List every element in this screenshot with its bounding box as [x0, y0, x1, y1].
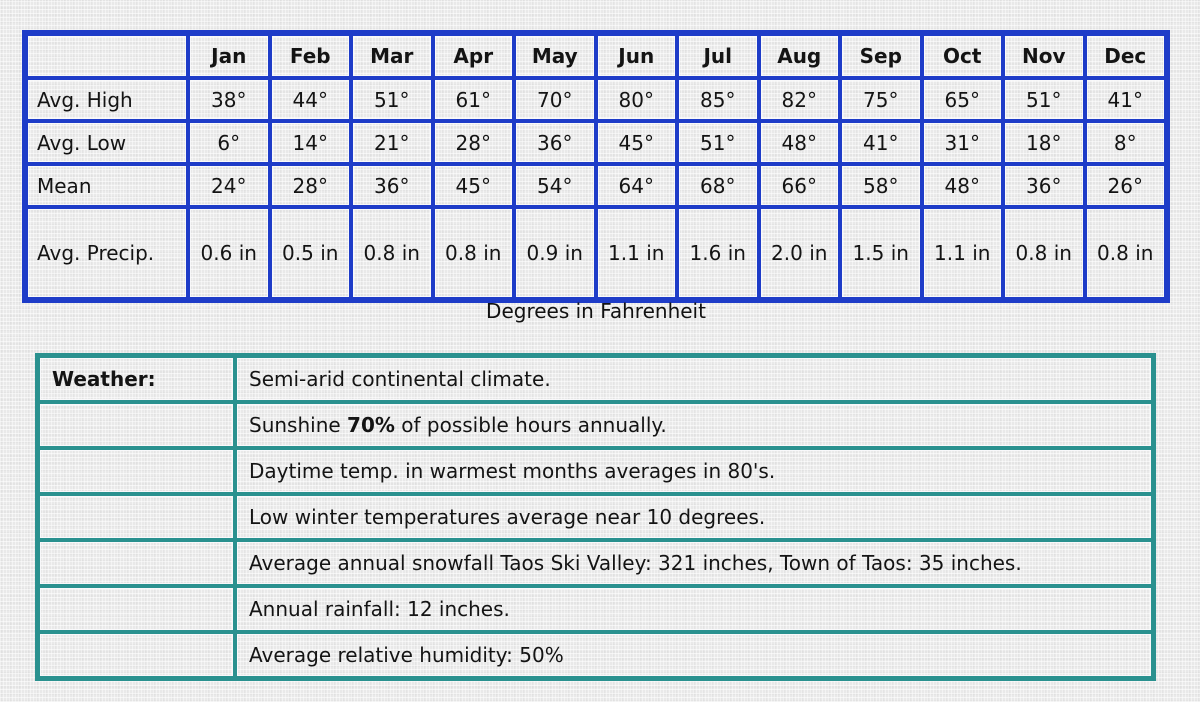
month-header: Feb	[269, 34, 351, 78]
data-cell: 51°	[1003, 78, 1085, 121]
data-cell: 51°	[677, 121, 759, 164]
data-cell: 36°	[514, 121, 596, 164]
fact-text: of possible hours annually.	[394, 413, 667, 437]
weather-table-container: Weather: Semi-arid continental climate. …	[35, 353, 1156, 681]
data-cell: 70°	[514, 78, 596, 121]
data-cell: 0.8 in	[1003, 207, 1085, 299]
data-cell: 82°	[758, 78, 840, 121]
weather-row: Daytime temp. in warmest months averages…	[38, 448, 1153, 494]
data-cell: 36°	[1003, 164, 1085, 207]
data-cell: 41°	[840, 121, 922, 164]
data-cell: 61°	[432, 78, 514, 121]
weather-fact: Daytime temp. in warmest months averages…	[235, 448, 1153, 494]
data-cell: 36°	[351, 164, 433, 207]
weather-label-empty	[38, 402, 235, 448]
data-cell: 65°	[921, 78, 1003, 121]
weather-label-empty	[38, 632, 235, 678]
row-label: Avg. Precip.	[26, 207, 188, 299]
weather-row: Average annual snowfall Taos Ski Valley:…	[38, 540, 1153, 586]
weather-fact: Sunshine 70% of possible hours annually.	[235, 402, 1153, 448]
data-cell: 28°	[432, 121, 514, 164]
data-cell: 1.5 in	[840, 207, 922, 299]
table-caption: Degrees in Fahrenheit	[486, 299, 706, 323]
month-header: Dec	[1084, 34, 1166, 78]
data-cell: 18°	[1003, 121, 1085, 164]
data-cell: 48°	[758, 121, 840, 164]
data-cell: 0.5 in	[269, 207, 351, 299]
weather-table: Weather: Semi-arid continental climate. …	[35, 353, 1156, 681]
weather-fact: Annual rainfall: 12 inches.	[235, 586, 1153, 632]
month-header: Nov	[1003, 34, 1085, 78]
data-cell: 41°	[1084, 78, 1166, 121]
data-cell: 0.8 in	[1084, 207, 1166, 299]
data-cell: 6°	[188, 121, 270, 164]
row-label: Mean	[26, 164, 188, 207]
climate-table-container: Jan Feb Mar Apr May Jun Jul Aug Sep Oct …	[22, 30, 1170, 303]
weather-fact: Semi-arid continental climate.	[235, 356, 1153, 402]
data-cell: 38°	[188, 78, 270, 121]
data-cell: 80°	[595, 78, 677, 121]
fact-bold-value: 70%	[347, 413, 395, 437]
data-cell: 68°	[677, 164, 759, 207]
weather-label-empty	[38, 448, 235, 494]
data-cell: 75°	[840, 78, 922, 121]
data-cell: 45°	[432, 164, 514, 207]
month-header: Apr	[432, 34, 514, 78]
data-cell: 0.8 in	[351, 207, 433, 299]
climate-table: Jan Feb Mar Apr May Jun Jul Aug Sep Oct …	[22, 30, 1170, 303]
data-cell: 31°	[921, 121, 1003, 164]
data-cell: 26°	[1084, 164, 1166, 207]
data-cell: 48°	[921, 164, 1003, 207]
data-cell: 51°	[351, 78, 433, 121]
data-cell: 1.1 in	[921, 207, 1003, 299]
month-header: Oct	[921, 34, 1003, 78]
weather-row: Average relative humidity: 50%	[38, 632, 1153, 678]
data-cell: 0.8 in	[432, 207, 514, 299]
data-cell: 8°	[1084, 121, 1166, 164]
data-cell: 54°	[514, 164, 596, 207]
climate-header-row: Jan Feb Mar Apr May Jun Jul Aug Sep Oct …	[26, 34, 1166, 78]
month-header: Jan	[188, 34, 270, 78]
data-cell: 1.6 in	[677, 207, 759, 299]
weather-label: Weather:	[38, 356, 235, 402]
data-cell: 66°	[758, 164, 840, 207]
weather-fact: Low winter temperatures average near 10 …	[235, 494, 1153, 540]
weather-row: Low winter temperatures average near 10 …	[38, 494, 1153, 540]
row-label: Avg. High	[26, 78, 188, 121]
weather-row: Sunshine 70% of possible hours annually.	[38, 402, 1153, 448]
data-cell: 28°	[269, 164, 351, 207]
data-cell: 58°	[840, 164, 922, 207]
data-cell: 0.9 in	[514, 207, 596, 299]
data-cell: 64°	[595, 164, 677, 207]
data-cell: 85°	[677, 78, 759, 121]
weather-label-empty	[38, 494, 235, 540]
data-cell: 14°	[269, 121, 351, 164]
month-header: Aug	[758, 34, 840, 78]
month-header: May	[514, 34, 596, 78]
weather-row: Weather: Semi-arid continental climate.	[38, 356, 1153, 402]
data-cell: 2.0 in	[758, 207, 840, 299]
corner-cell	[26, 34, 188, 78]
weather-fact: Average relative humidity: 50%	[235, 632, 1153, 678]
weather-fact: Average annual snowfall Taos Ski Valley:…	[235, 540, 1153, 586]
month-header: Jun	[595, 34, 677, 78]
data-cell: 21°	[351, 121, 433, 164]
month-header: Sep	[840, 34, 922, 78]
month-header: Mar	[351, 34, 433, 78]
data-cell: 0.6 in	[188, 207, 270, 299]
data-cell: 1.1 in	[595, 207, 677, 299]
weather-row: Annual rainfall: 12 inches.	[38, 586, 1153, 632]
data-cell: 44°	[269, 78, 351, 121]
row-label: Avg. Low	[26, 121, 188, 164]
avg-precip-row: Avg. Precip. 0.6 in 0.5 in 0.8 in 0.8 in…	[26, 207, 1166, 299]
data-cell: 45°	[595, 121, 677, 164]
fact-text: Sunshine	[249, 413, 348, 437]
weather-label-empty	[38, 540, 235, 586]
weather-label-empty	[38, 586, 235, 632]
avg-low-row: Avg. Low 6° 14° 21° 28° 36° 45° 51° 48° …	[26, 121, 1166, 164]
data-cell: 24°	[188, 164, 270, 207]
avg-high-row: Avg. High 38° 44° 51° 61° 70° 80° 85° 82…	[26, 78, 1166, 121]
month-header: Jul	[677, 34, 759, 78]
mean-row: Mean 24° 28° 36° 45° 54° 64° 68° 66° 58°…	[26, 164, 1166, 207]
